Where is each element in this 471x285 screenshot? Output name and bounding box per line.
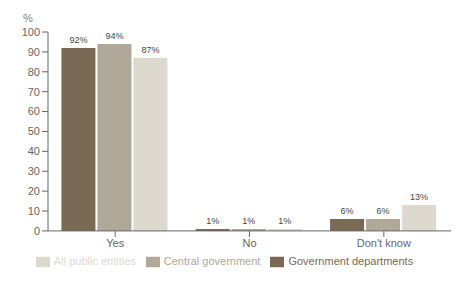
svg-text:13%: 13% (410, 192, 428, 202)
svg-text:Don't know: Don't know (357, 237, 411, 249)
svg-text:Yes: Yes (106, 237, 124, 249)
svg-text:40: 40 (28, 145, 40, 157)
html-text:All public entities: All public entities (53, 254, 136, 267)
svg-text:1%: 1% (206, 216, 219, 226)
html-text:Government departments: Government departments (288, 254, 414, 267)
svg-text:0: 0 (34, 225, 40, 237)
html-text:Central government: Central government (163, 254, 261, 267)
svg-text:87%: 87% (141, 45, 159, 55)
svg-text:80: 80 (28, 66, 40, 78)
svg-text:6%: 6% (341, 206, 354, 216)
svg-text:%: % (23, 12, 33, 24)
svg-text:94%: 94% (105, 31, 123, 41)
svg-text:6%: 6% (377, 206, 390, 216)
svg-text:No: No (242, 237, 256, 249)
svg-text:90: 90 (28, 46, 40, 58)
svg-text:100: 100 (22, 26, 40, 38)
svg-text:10: 10 (28, 205, 40, 217)
svg-text:30: 30 (28, 165, 40, 177)
svg-text:1%: 1% (278, 216, 291, 226)
svg-text:70: 70 (28, 86, 40, 98)
svg-text:1%: 1% (242, 216, 255, 226)
svg-text:92%: 92% (69, 35, 87, 45)
svg-text:20: 20 (28, 185, 40, 197)
svg-text:60: 60 (28, 105, 40, 117)
svg-text:50: 50 (28, 125, 40, 137)
